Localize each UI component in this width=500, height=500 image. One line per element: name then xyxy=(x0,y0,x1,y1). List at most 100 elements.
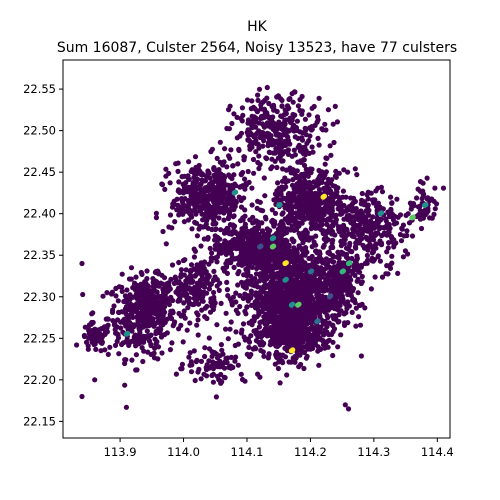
noise-point xyxy=(211,277,217,283)
noise-point xyxy=(424,175,430,181)
noise-point xyxy=(291,259,297,265)
noise-point xyxy=(217,353,223,359)
noise-point xyxy=(145,312,151,318)
noise-point xyxy=(302,178,308,184)
noise-point xyxy=(226,107,232,113)
noise-point xyxy=(384,263,390,269)
noise-point xyxy=(296,311,302,317)
noise-point xyxy=(432,185,438,191)
noise-point xyxy=(238,171,244,177)
noise-point xyxy=(100,293,106,299)
noise-point xyxy=(330,323,336,329)
cluster-point xyxy=(283,260,289,266)
noise-point xyxy=(132,337,138,343)
noise-point xyxy=(296,230,302,237)
noise-point xyxy=(279,308,285,314)
noise-point xyxy=(165,288,171,294)
noise-point xyxy=(124,339,130,345)
noise-point xyxy=(134,314,140,320)
noise-point xyxy=(192,248,198,254)
noise-point xyxy=(269,218,275,225)
noise-point xyxy=(301,292,307,298)
noise-point xyxy=(250,255,256,261)
noise-point xyxy=(317,313,323,319)
noise-point xyxy=(315,291,321,298)
noise-point xyxy=(140,358,146,365)
noise-point xyxy=(154,279,160,285)
noise-point xyxy=(166,170,172,176)
noise-point xyxy=(292,215,298,221)
noise-point xyxy=(241,154,247,160)
noise-point xyxy=(231,111,237,117)
noise-point xyxy=(278,282,284,288)
noise-point xyxy=(198,206,204,213)
cluster-point xyxy=(321,193,327,199)
cluster-point xyxy=(290,347,296,353)
noise-point xyxy=(265,311,271,317)
noise-point xyxy=(203,218,210,224)
noise-point xyxy=(79,260,85,267)
noise-point xyxy=(217,184,223,190)
chart-title: HK xyxy=(247,19,268,35)
noise-point xyxy=(332,232,338,238)
noise-point xyxy=(320,244,326,250)
noise-point xyxy=(178,274,184,280)
noise-point xyxy=(191,184,197,190)
noise-point xyxy=(239,279,245,285)
noise-point xyxy=(256,339,262,345)
noise-point xyxy=(245,336,251,342)
noise-point xyxy=(213,207,219,213)
noise-point xyxy=(272,313,279,319)
cluster-point xyxy=(283,276,289,282)
noise-point xyxy=(194,357,200,363)
noise-point xyxy=(388,234,394,240)
noise-point xyxy=(307,188,313,194)
noise-point xyxy=(316,142,322,148)
noise-point xyxy=(279,315,286,321)
noise-point xyxy=(86,331,92,337)
noise-point xyxy=(190,267,196,273)
noise-point xyxy=(284,300,291,306)
noise-point xyxy=(289,236,295,242)
noise-point xyxy=(343,194,349,200)
noise-point xyxy=(179,361,185,367)
cluster-point xyxy=(233,189,239,195)
noise-point xyxy=(153,215,159,221)
noise-point xyxy=(93,346,99,352)
y-tick-label: 22.15 xyxy=(23,414,56,428)
noise-point xyxy=(83,339,90,345)
noise-point xyxy=(332,313,338,319)
noise-point xyxy=(297,107,303,114)
noise-point xyxy=(315,135,321,141)
noise-point xyxy=(229,245,235,251)
noise-point xyxy=(227,206,233,212)
noise-point xyxy=(279,243,285,250)
noise-point xyxy=(269,283,275,289)
noise-point xyxy=(337,299,343,305)
noise-point xyxy=(333,220,339,226)
noise-point xyxy=(266,149,272,155)
cluster-point xyxy=(309,268,315,274)
noise-point xyxy=(183,267,189,273)
cluster-point xyxy=(125,330,131,336)
noise-point xyxy=(278,329,284,335)
noise-point xyxy=(169,262,176,268)
noise-point xyxy=(345,276,351,282)
noise-point xyxy=(217,139,223,145)
noise-point xyxy=(100,332,106,338)
noise-point xyxy=(320,331,326,337)
noise-point xyxy=(324,155,330,161)
noise-point xyxy=(226,126,232,132)
noise-point xyxy=(379,189,386,195)
noise-point xyxy=(172,274,178,280)
noise-point xyxy=(195,332,201,338)
noise-point xyxy=(335,344,341,350)
noise-point xyxy=(294,181,300,187)
noise-point xyxy=(115,317,121,323)
noise-point xyxy=(159,272,165,278)
noise-point xyxy=(388,194,394,200)
noise-point xyxy=(193,194,199,200)
noise-point xyxy=(136,298,142,304)
noise-point xyxy=(228,147,234,153)
noise-point xyxy=(144,328,150,334)
